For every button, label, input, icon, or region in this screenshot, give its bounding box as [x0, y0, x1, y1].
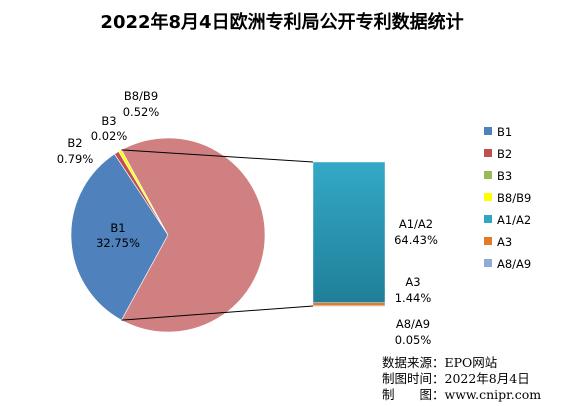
- legend-label-a8-a9: A8/A9: [497, 257, 531, 271]
- bar-label-a1a2-name: A1/A2: [399, 217, 433, 231]
- chart-title: 2022年8月4日欧洲专利局公开专利数据统计: [100, 11, 463, 33]
- legend-swatch-b2: [484, 149, 492, 157]
- source-line: 数据来源：EPO网站: [382, 355, 497, 370]
- pie-label-b2-value: 0.79%: [57, 152, 94, 166]
- bar-label-a3-value: 1.44%: [395, 291, 432, 305]
- author-line: 制 图：www.cnipr.com: [382, 387, 541, 402]
- pie-slice-b1: [70, 153, 169, 321]
- legend-label-b2: B2: [497, 147, 512, 161]
- pie-label-b3-value: 0.02%: [91, 129, 128, 143]
- bar-segment-a3: [312, 302, 386, 307]
- pie-label-b3-name: B3: [101, 114, 116, 128]
- pie-label-b89-name: B8/B9: [124, 89, 158, 103]
- legend-label-a1-a2: A1/A2: [497, 213, 531, 227]
- pie-label-b1-value: 32.75%: [96, 236, 140, 250]
- legend-swatch-b8-b9: [484, 193, 492, 201]
- connector-line-top: [121, 149, 314, 163]
- pie-label-b2-name: B2: [67, 136, 82, 150]
- bar-label-a3-name: A3: [405, 275, 420, 289]
- legend-swatch-a1-a2: [484, 215, 492, 223]
- legend-label-a3: A3: [497, 235, 512, 249]
- stacked-bar: A1/A2 64.43% A3 1.44% A8/A9 0.05%: [121, 149, 438, 347]
- legend-swatch-a3: [484, 237, 492, 245]
- bar-segment-a8-a9: [312, 305, 386, 307]
- legend-label-b3: B3: [497, 169, 512, 183]
- legend-label-b1: B1: [497, 125, 512, 139]
- connector-line-bottom: [121, 305, 314, 321]
- legend: B1 B2 B3 B8/B9 A1/A2 A3 A8/A9: [484, 125, 531, 271]
- legend-swatch-b1: [484, 127, 492, 135]
- source-note: 数据来源：EPO网站 制图时间：2022年8月4日 制 图：www.cnipr.…: [382, 355, 541, 402]
- legend-swatch-a8-a9: [484, 259, 492, 267]
- pie-slice-other: [121, 137, 266, 333]
- bar-label-a1a2-value: 64.43%: [394, 233, 438, 247]
- legend-swatch-b3: [484, 171, 492, 179]
- bar-segment-a1-a2: [312, 161, 386, 303]
- bar-label-a8a9-name: A8/A9: [396, 317, 430, 331]
- legend-label-b8-b9: B8/B9: [497, 191, 531, 205]
- bar-label-a8a9-value: 0.05%: [395, 333, 432, 347]
- pie-label-b1-name: B1: [110, 221, 125, 235]
- date-line: 制图时间：2022年8月4日: [382, 371, 530, 386]
- pie-label-b89-value: 0.52%: [123, 105, 160, 119]
